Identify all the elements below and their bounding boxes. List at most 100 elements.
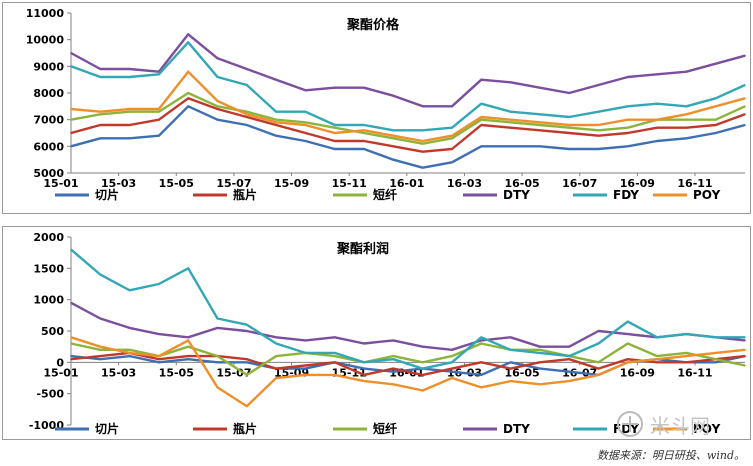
x-tick-label: 16-09 bbox=[620, 177, 655, 190]
data-point bbox=[744, 84, 746, 86]
y-tick-label: 1000 bbox=[33, 294, 64, 307]
data-point bbox=[70, 145, 72, 148]
series-line-2 bbox=[70, 97, 746, 153]
data-point bbox=[70, 358, 72, 360]
data-point bbox=[568, 116, 570, 118]
data-point bbox=[363, 86, 365, 89]
data-point bbox=[275, 342, 277, 345]
data-point bbox=[70, 108, 72, 110]
data-point bbox=[568, 92, 570, 94]
x-tick-label: 16-07 bbox=[562, 177, 597, 190]
data-point bbox=[304, 121, 307, 124]
data-point bbox=[480, 336, 483, 339]
legend-label: 切片 bbox=[95, 421, 119, 436]
data-point bbox=[744, 355, 746, 357]
data-point bbox=[246, 68, 248, 70]
data-point bbox=[304, 132, 307, 134]
data-point bbox=[744, 336, 746, 339]
data-point bbox=[99, 124, 102, 126]
data-point bbox=[158, 73, 160, 76]
data-point bbox=[275, 367, 277, 370]
data-point bbox=[451, 161, 453, 164]
data-point bbox=[99, 273, 102, 276]
data-point bbox=[187, 267, 190, 270]
data-point bbox=[744, 339, 746, 342]
data-point bbox=[451, 361, 453, 364]
data-point bbox=[246, 361, 248, 364]
data-point bbox=[568, 355, 570, 357]
data-point bbox=[509, 121, 512, 124]
data-point bbox=[392, 367, 395, 370]
data-point bbox=[568, 345, 570, 348]
data-point bbox=[714, 352, 717, 354]
watermark-logo bbox=[617, 411, 643, 437]
data-point bbox=[685, 126, 688, 129]
legend-label: POY bbox=[693, 422, 721, 436]
legend-label: FDY bbox=[613, 422, 639, 436]
data-point bbox=[333, 86, 336, 89]
profit-chart-panel: 聚酯利润 -1000 -500 0 500 1000 1500 2000 15-01 15-03 1… bbox=[2, 226, 751, 440]
data-point bbox=[158, 361, 160, 364]
data-point bbox=[714, 132, 717, 134]
data-point bbox=[509, 361, 512, 364]
data-point bbox=[392, 137, 395, 140]
data-point bbox=[421, 142, 424, 145]
data-point bbox=[392, 355, 395, 357]
data-point bbox=[451, 148, 453, 150]
data-point bbox=[333, 148, 336, 150]
data-point bbox=[597, 367, 600, 370]
data-point bbox=[333, 361, 336, 364]
legend-label: 短纤 bbox=[373, 187, 397, 202]
data-point bbox=[187, 339, 190, 342]
data-point bbox=[744, 97, 746, 100]
data-point bbox=[509, 81, 512, 84]
data-point bbox=[333, 132, 336, 134]
x-tick-label: 15-03 bbox=[101, 366, 136, 379]
data-point bbox=[333, 336, 336, 339]
data-point bbox=[539, 352, 541, 354]
data-point bbox=[275, 336, 277, 339]
data-point bbox=[509, 110, 512, 113]
data-point bbox=[451, 349, 453, 351]
data-point bbox=[70, 336, 72, 339]
data-point bbox=[480, 102, 483, 105]
data-point bbox=[480, 342, 483, 345]
data-point bbox=[626, 132, 629, 134]
data-point bbox=[216, 317, 219, 320]
data-point bbox=[656, 126, 658, 129]
data-point bbox=[626, 118, 629, 121]
data-point bbox=[451, 134, 453, 137]
y-tick-label: 2000 bbox=[33, 231, 64, 244]
data-point bbox=[744, 364, 746, 367]
data-point bbox=[187, 41, 190, 44]
data-point bbox=[128, 327, 131, 329]
data-point bbox=[714, 97, 717, 100]
data-point bbox=[421, 374, 424, 376]
data-point bbox=[216, 76, 219, 78]
data-point bbox=[158, 355, 160, 357]
data-point bbox=[187, 92, 190, 94]
data-point bbox=[99, 317, 102, 320]
chart-title: 聚酯价格 bbox=[346, 17, 400, 33]
data-point bbox=[304, 352, 307, 354]
data-point bbox=[509, 145, 512, 148]
data-point bbox=[187, 358, 190, 360]
data-point bbox=[363, 140, 365, 142]
data-point bbox=[656, 358, 658, 360]
chart-title: 聚酯利润 bbox=[336, 241, 389, 257]
data-point bbox=[275, 377, 277, 379]
data-point bbox=[99, 355, 102, 357]
data-point bbox=[685, 105, 688, 108]
x-tick-label: 15-05 bbox=[159, 366, 194, 379]
data-point bbox=[333, 355, 336, 357]
data-point bbox=[304, 367, 307, 370]
data-point bbox=[421, 105, 424, 108]
data-point bbox=[480, 374, 483, 376]
data-point bbox=[656, 102, 658, 105]
y-tick-label: 9000 bbox=[33, 60, 64, 73]
data-point bbox=[216, 108, 219, 110]
data-point bbox=[304, 110, 307, 113]
x-tick-label: 16-11 bbox=[677, 366, 712, 379]
data-point bbox=[216, 355, 219, 357]
x-tick-label: 16-05 bbox=[504, 366, 539, 379]
